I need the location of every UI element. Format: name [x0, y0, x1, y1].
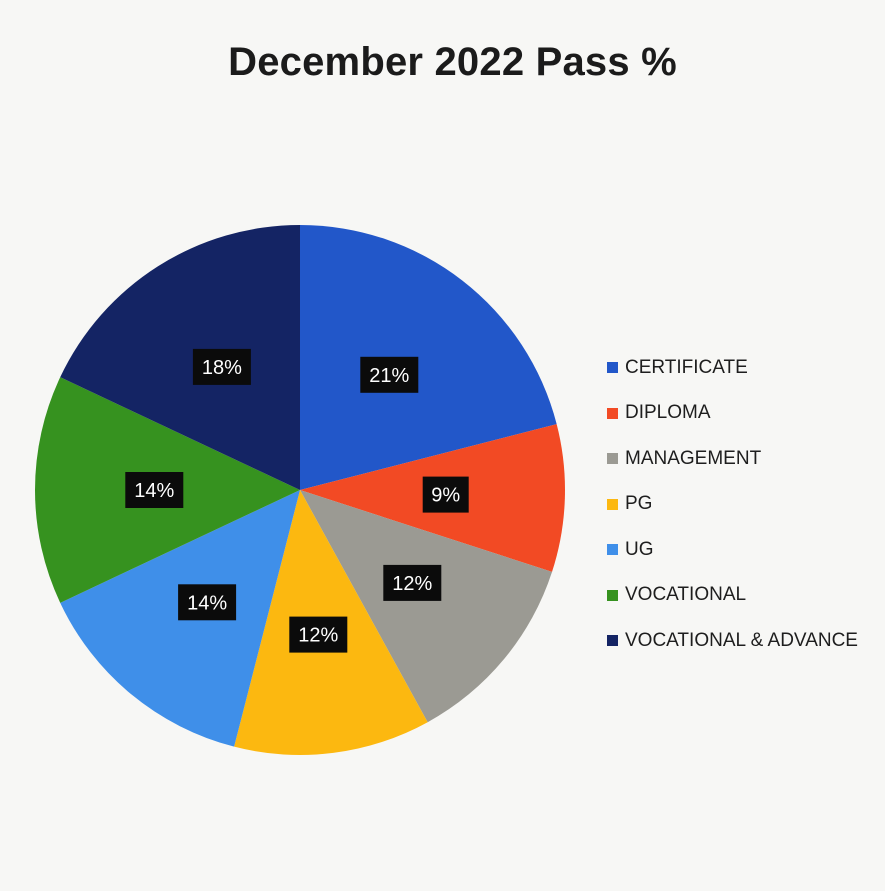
data-label-text: 12% — [298, 625, 338, 647]
data-label-box — [422, 476, 469, 513]
data-label-certificate: 21% — [360, 356, 419, 393]
data-label-text: 14% — [134, 480, 174, 502]
data-label-box — [383, 564, 442, 601]
data-label-text: 9% — [431, 485, 460, 507]
legend-item-management: MANAGEMENT — [607, 436, 877, 482]
legend-swatch — [607, 589, 618, 601]
legend-item-vocational-and-advance: VOCATIONAL & ADVANCE — [607, 618, 877, 664]
data-label-box — [289, 616, 348, 653]
data-label-box — [192, 348, 251, 385]
data-label-text: 21% — [369, 365, 409, 387]
legend-label: UG — [625, 538, 654, 560]
legend: CERTIFICATE DIPLOMA MANAGEMENT PG UG VOCATION… — [607, 345, 877, 664]
legend-swatch — [607, 635, 618, 647]
legend-item-pg: PG — [607, 482, 877, 528]
data-label-ug: 14% — [178, 584, 237, 621]
data-label-vocational: 14% — [125, 472, 184, 508]
data-label-box — [360, 356, 419, 393]
legend-swatch — [607, 407, 618, 419]
legend-label: VOCATIONAL & ADVANCE — [625, 629, 858, 651]
legend-label: PG — [625, 493, 653, 515]
legend-item-certificate: CERTIFICATE — [607, 345, 877, 391]
legend-swatch — [607, 453, 618, 465]
legend-swatch — [607, 544, 618, 556]
legend-label: MANAGEMENT — [625, 447, 762, 469]
legend-label: DIPLOMA — [625, 402, 711, 424]
data-label-text: 12% — [392, 573, 432, 595]
chart-title: December 2022 Pass % — [228, 40, 677, 84]
legend-item-ug: UG — [607, 527, 877, 573]
pie-slice-certificate — [300, 225, 557, 490]
legend-swatch — [607, 498, 618, 510]
data-label-vocational-and-advance: 18% — [192, 348, 251, 385]
data-label-box — [125, 472, 184, 508]
data-label-box — [178, 584, 237, 621]
data-label-management: 12% — [383, 564, 442, 601]
data-label-diploma: 9% — [422, 476, 469, 513]
legend-label: CERTIFICATE — [625, 356, 748, 378]
data-label-text: 18% — [202, 357, 242, 379]
legend-swatch — [607, 362, 618, 374]
pie-slice-vocational-and-advance — [60, 225, 300, 490]
legend-item-diploma: DIPLOMA — [607, 391, 877, 437]
legend-label: VOCATIONAL — [625, 584, 747, 606]
data-label-pg: 12% — [289, 616, 348, 653]
pie-slice-management — [300, 490, 553, 723]
legend-item-vocational: VOCATIONAL — [607, 573, 877, 619]
data-label-text: 14% — [187, 592, 227, 614]
